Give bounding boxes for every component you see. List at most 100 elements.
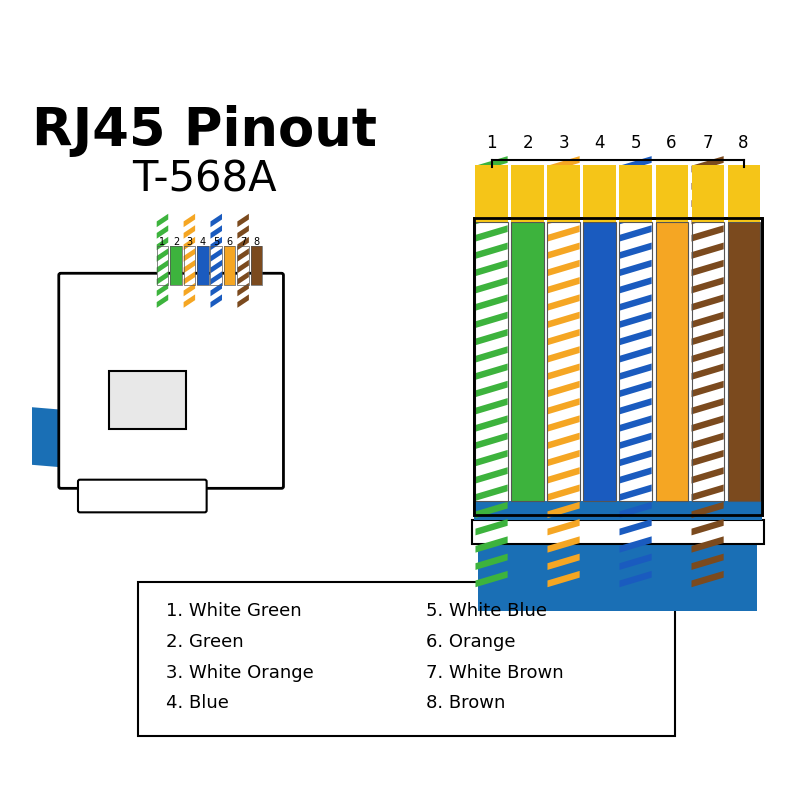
Text: 5: 5 — [630, 134, 641, 152]
Bar — [251, 246, 262, 285]
Polygon shape — [619, 226, 652, 242]
Polygon shape — [547, 554, 580, 570]
Polygon shape — [157, 248, 168, 262]
Polygon shape — [475, 398, 508, 414]
Polygon shape — [475, 554, 508, 570]
Polygon shape — [475, 519, 508, 535]
Polygon shape — [238, 260, 249, 274]
Polygon shape — [547, 277, 580, 294]
Polygon shape — [475, 571, 508, 587]
Polygon shape — [691, 398, 724, 414]
Polygon shape — [619, 502, 652, 518]
Polygon shape — [691, 467, 724, 483]
Polygon shape — [691, 156, 724, 173]
Bar — [170, 246, 182, 285]
Bar — [511, 222, 544, 501]
Polygon shape — [157, 260, 168, 274]
Polygon shape — [475, 174, 508, 190]
Polygon shape — [691, 260, 724, 276]
Polygon shape — [619, 381, 652, 397]
Polygon shape — [691, 242, 724, 259]
Polygon shape — [157, 294, 168, 308]
Polygon shape — [691, 329, 724, 346]
Bar — [474, 218, 762, 515]
Text: 4: 4 — [594, 134, 605, 152]
Text: 7: 7 — [702, 134, 713, 152]
Polygon shape — [475, 450, 508, 466]
Polygon shape — [475, 226, 508, 242]
Polygon shape — [475, 190, 508, 207]
Polygon shape — [619, 433, 652, 449]
FancyBboxPatch shape — [78, 480, 206, 512]
Polygon shape — [547, 415, 580, 432]
Bar — [691, 222, 724, 501]
Bar — [691, 222, 724, 501]
Polygon shape — [547, 260, 580, 276]
Polygon shape — [475, 467, 508, 483]
Polygon shape — [238, 283, 249, 296]
Bar — [157, 246, 168, 285]
Bar — [251, 246, 262, 285]
Text: 2. Green: 2. Green — [166, 633, 244, 651]
Polygon shape — [547, 346, 580, 362]
Polygon shape — [475, 485, 508, 501]
Polygon shape — [547, 450, 580, 466]
Bar — [583, 222, 616, 501]
Text: T-568A: T-568A — [133, 158, 277, 200]
Polygon shape — [238, 226, 249, 238]
Polygon shape — [547, 519, 580, 535]
Polygon shape — [547, 156, 580, 173]
Bar — [619, 165, 652, 222]
Text: 5: 5 — [213, 237, 219, 246]
Bar — [547, 165, 580, 222]
Polygon shape — [691, 485, 724, 501]
Polygon shape — [691, 346, 724, 362]
Polygon shape — [157, 214, 168, 227]
Text: 6: 6 — [226, 237, 233, 246]
Text: 7: 7 — [240, 237, 246, 246]
Bar — [238, 246, 249, 285]
Polygon shape — [547, 190, 580, 207]
Polygon shape — [619, 536, 652, 553]
Polygon shape — [691, 571, 724, 587]
Polygon shape — [691, 415, 724, 432]
Polygon shape — [619, 346, 652, 362]
Polygon shape — [691, 294, 724, 310]
Polygon shape — [691, 502, 724, 518]
Polygon shape — [691, 226, 724, 242]
Bar — [511, 165, 544, 222]
Polygon shape — [475, 381, 508, 397]
Polygon shape — [0, 400, 61, 467]
Bar — [170, 246, 182, 285]
Polygon shape — [238, 214, 249, 227]
Text: 4. Blue: 4. Blue — [166, 694, 229, 712]
Polygon shape — [547, 536, 580, 553]
Polygon shape — [691, 208, 724, 224]
Text: 1: 1 — [486, 134, 497, 152]
Text: 5. White Blue: 5. White Blue — [426, 602, 546, 620]
Text: 7. White Brown: 7. White Brown — [426, 664, 563, 682]
Polygon shape — [183, 294, 195, 308]
Polygon shape — [238, 294, 249, 308]
Bar — [474, 218, 762, 515]
Bar — [655, 165, 688, 222]
Bar — [727, 165, 760, 222]
Bar — [472, 520, 763, 544]
Polygon shape — [547, 294, 580, 310]
Polygon shape — [619, 174, 652, 190]
Bar — [224, 246, 235, 285]
Text: 8: 8 — [738, 134, 749, 152]
Polygon shape — [183, 214, 195, 227]
Bar — [478, 506, 757, 611]
Polygon shape — [157, 283, 168, 296]
Bar — [619, 222, 652, 501]
Polygon shape — [547, 174, 580, 190]
Polygon shape — [619, 294, 652, 310]
Polygon shape — [475, 415, 508, 432]
Polygon shape — [619, 260, 652, 276]
Polygon shape — [619, 450, 652, 466]
Text: 2: 2 — [173, 237, 179, 246]
Polygon shape — [157, 271, 168, 285]
Polygon shape — [210, 271, 222, 285]
Text: 3: 3 — [558, 134, 569, 152]
